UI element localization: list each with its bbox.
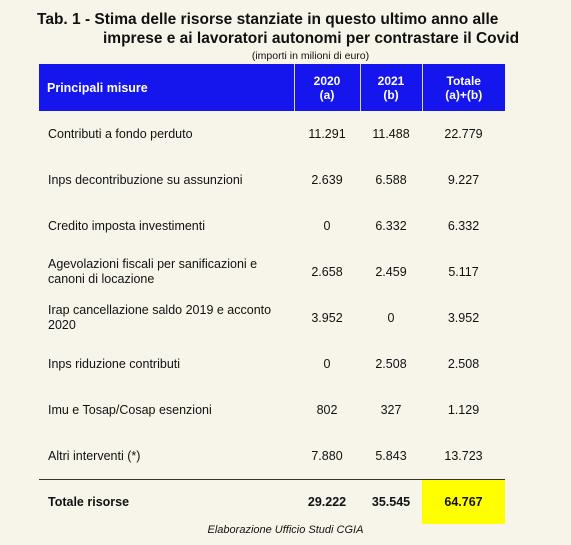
table-row: Credito imposta investimenti 0 6.332 6.3… — [39, 203, 505, 249]
title-line-1: Tab. 1 - Stima delle risorse stanziate i… — [37, 11, 499, 28]
row-value-2020: 802 — [316, 403, 338, 417]
row-value-2020: 11.291 — [308, 127, 346, 141]
header-2020-tag: (a) — [319, 87, 335, 102]
total-value-2020: 29.222 — [307, 495, 347, 509]
header-measure: Principali misure — [39, 64, 295, 111]
row-value-total: 1.129 — [447, 403, 480, 417]
row-value-2021: 0 — [387, 311, 395, 325]
row-label: Inps decontribuzione su assunzioni — [48, 172, 243, 187]
total-label: Totale risorse — [48, 494, 130, 509]
table-row: Inps riduzione contributi 0 2.508 2.508 — [39, 341, 505, 387]
row-value-2021: 5.843 — [360, 433, 422, 480]
row-value-2020: 2.658 — [311, 265, 343, 279]
title-line-2: imprese e ai lavoratori autonomi per con… — [103, 30, 520, 47]
row-value-total: 2.508 — [447, 357, 480, 371]
table-row: Imu e Tosap/Cosap esenzioni 802 327 1.12… — [39, 387, 505, 433]
row-value-2021: 2.508 — [375, 357, 407, 371]
row-value-total: 13.723 — [422, 433, 505, 480]
row-value-2021: 6.332 — [375, 219, 407, 233]
row-value-2020: 0 — [323, 219, 331, 233]
table-row: Agevolazioni fiscali per sanificazioni e… — [39, 249, 505, 295]
header-row: Principali misure 2020 (a) 2021 (b) Tota… — [39, 64, 505, 111]
row-value-2020: 2.639 — [311, 173, 343, 187]
row-label: Inps riduzione contributi — [48, 356, 181, 371]
row-value-total: 3.952 — [447, 311, 480, 325]
row-label: Credito imposta investimenti — [48, 218, 206, 233]
row-value-total: 22.779 — [444, 127, 483, 141]
row-label: Irap cancellazione saldo 2019 e acconto … — [48, 303, 272, 332]
row-value-total: 6.332 — [447, 219, 480, 233]
table-row: Inps decontribuzione su assunzioni 2.639… — [39, 157, 505, 203]
row-value-2020: 3.952 — [311, 311, 343, 325]
row-value-2021: 327 — [380, 403, 402, 417]
row-value-2020: 7.880 — [294, 433, 360, 480]
header-2021-year: 2021 — [377, 73, 405, 88]
row-value-total: 5.117 — [448, 265, 479, 279]
row-label: Agevolazioni fiscali per sanificazioni e… — [48, 257, 258, 286]
header-2020-year: 2020 — [313, 73, 341, 88]
table-row: Altri interventi (*) 7.880 5.843 13.723 — [39, 433, 505, 480]
header-2021-tag: (b) — [383, 87, 399, 102]
row-label: Imu e Tosap/Cosap esenzioni — [48, 402, 212, 417]
header-2020: 2020 (a) — [294, 64, 361, 111]
row-label: Altri interventi (*) — [39, 433, 294, 480]
row-label: Contributi a fondo perduto — [48, 126, 193, 141]
header-total-formula: (a)+(b) — [445, 87, 483, 102]
header-total: Totale (a)+(b) — [422, 64, 505, 111]
header-2021: 2021 (b) — [360, 64, 423, 111]
grand-total-value: 64.767 — [422, 479, 505, 524]
header-total-label: Totale — [446, 73, 481, 88]
table-row: Contributi a fondo perduto 11.291 11.488… — [39, 111, 505, 157]
table-row: Irap cancellazione saldo 2019 e acconto … — [39, 295, 505, 341]
row-value-2021: 11.488 — [372, 127, 410, 141]
units-note: (importi in milioni di euro) — [251, 50, 370, 62]
table-title: Tab. 1 - Stima delle risorse stanziate i… — [37, 10, 557, 48]
total-row: Totale risorse 29.222 35.545 64.767 — [39, 479, 505, 524]
row-value-total: 9.227 — [447, 173, 480, 187]
row-value-2020: 0 — [323, 357, 331, 371]
source-note: Elaborazione Ufficio Studi CGIA — [207, 524, 364, 536]
measures-table: Principali misure 2020 (a) 2021 (b) Tota… — [39, 64, 505, 524]
total-value-2021: 35.545 — [371, 495, 411, 509]
row-value-2021: 6.588 — [375, 173, 407, 187]
row-value-2021: 2.459 — [375, 265, 407, 279]
